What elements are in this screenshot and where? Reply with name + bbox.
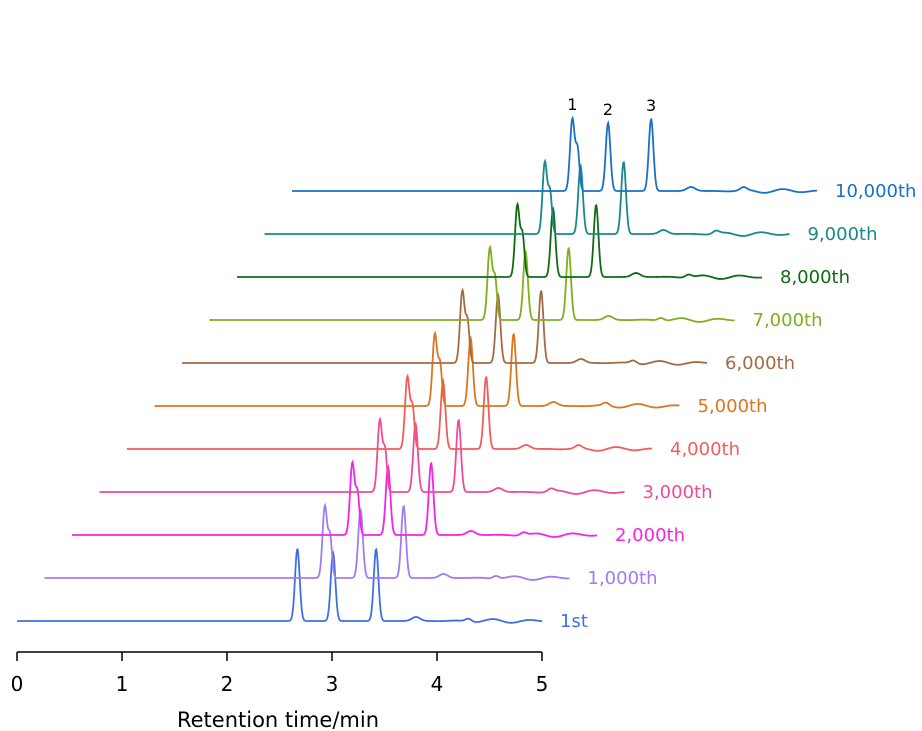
series-label: 8,000th	[780, 267, 850, 288]
x-tick-label: 0	[11, 672, 24, 696]
peak-labels-group: 1 2 3	[567, 95, 656, 119]
peak-label-2: 2	[603, 100, 613, 119]
trace-2-000th	[72, 459, 598, 538]
trace-1-000th	[44, 502, 570, 581]
trace-5-000th	[154, 330, 680, 409]
series-labels-group: 1st 1,000th 2,000th 3,000th 4,000th 5,000th 6,…	[560, 181, 916, 632]
trace-3-000th	[99, 416, 625, 495]
trace-1st	[17, 547, 543, 624]
series-label: 9,000th	[808, 224, 878, 245]
x-tick-label: 1	[116, 672, 129, 696]
peak-label-3: 3	[646, 96, 656, 115]
trace-4-000th	[127, 373, 653, 452]
trace-7-000th	[209, 244, 735, 323]
series-label: 7,000th	[753, 310, 823, 331]
trace-8-000th	[237, 201, 763, 280]
series-label: 6,000th	[725, 353, 795, 374]
series-label: 2,000th	[615, 525, 685, 546]
series-label: 4,000th	[670, 439, 740, 460]
trace-6-000th	[182, 287, 708, 366]
series-label: 1,000th	[588, 568, 658, 589]
x-axis: 0 1 2 3 4 5	[11, 651, 549, 696]
series-label: 10,000th	[835, 181, 916, 202]
x-axis-title: Retention time/min	[177, 708, 379, 731]
trace-9-000th	[264, 158, 790, 237]
x-tick-label: 2	[221, 672, 234, 696]
x-tick-label: 5	[536, 672, 549, 696]
trace-10-000th	[292, 115, 818, 194]
series-label: 1st	[560, 611, 588, 632]
x-tick-label: 3	[326, 672, 339, 696]
x-tick-label: 4	[431, 672, 444, 696]
peak-label-1: 1	[567, 95, 577, 114]
traces-group	[17, 115, 818, 624]
series-label: 5,000th	[698, 396, 768, 417]
series-label: 3,000th	[643, 482, 713, 503]
